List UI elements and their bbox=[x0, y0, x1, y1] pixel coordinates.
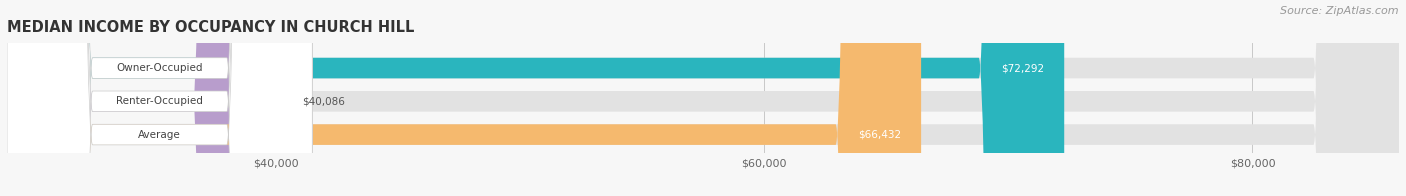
Text: $72,292: $72,292 bbox=[1001, 63, 1045, 73]
FancyBboxPatch shape bbox=[7, 0, 312, 196]
Text: $66,432: $66,432 bbox=[859, 130, 901, 140]
Text: Renter-Occupied: Renter-Occupied bbox=[117, 96, 202, 106]
FancyBboxPatch shape bbox=[7, 0, 1399, 196]
Text: $40,086: $40,086 bbox=[302, 96, 344, 106]
FancyBboxPatch shape bbox=[7, 0, 312, 196]
FancyBboxPatch shape bbox=[7, 0, 1399, 196]
FancyBboxPatch shape bbox=[7, 0, 278, 196]
FancyBboxPatch shape bbox=[7, 0, 921, 196]
FancyBboxPatch shape bbox=[7, 0, 312, 196]
Text: MEDIAN INCOME BY OCCUPANCY IN CHURCH HILL: MEDIAN INCOME BY OCCUPANCY IN CHURCH HIL… bbox=[7, 20, 415, 35]
Text: Source: ZipAtlas.com: Source: ZipAtlas.com bbox=[1281, 6, 1399, 16]
FancyBboxPatch shape bbox=[7, 0, 1064, 196]
Text: Average: Average bbox=[138, 130, 181, 140]
Text: Owner-Occupied: Owner-Occupied bbox=[117, 63, 202, 73]
FancyBboxPatch shape bbox=[7, 0, 1399, 196]
